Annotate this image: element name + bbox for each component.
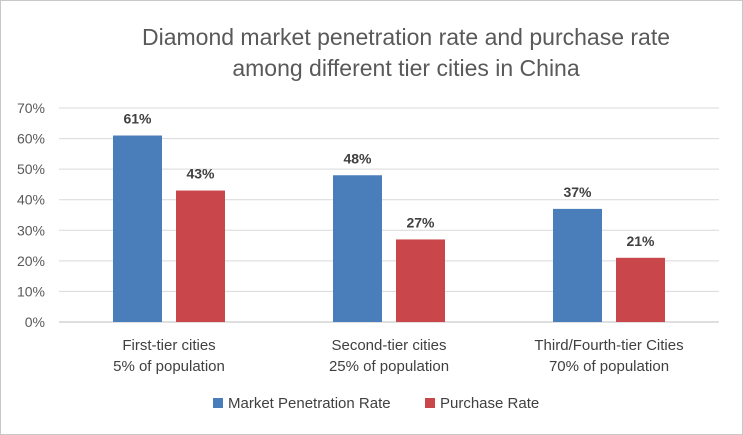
gridlines	[59, 107, 719, 323]
category-label: Second-tier cities	[331, 337, 446, 354]
x-axis-categories: First-tier cities 5% of population Second-…	[113, 337, 683, 375]
category-label: 25% of population	[329, 358, 449, 375]
legend-label: Purchase Rate	[440, 395, 539, 412]
bar-penetration-2	[553, 208, 602, 322]
legend-swatch	[213, 398, 223, 408]
y-tick-label: 20%	[17, 253, 45, 269]
data-label: 48%	[343, 150, 372, 166]
legend-swatch	[425, 398, 435, 408]
legend-label: Market Penetration Rate	[228, 395, 391, 412]
y-tick-label: 60%	[17, 131, 45, 147]
chart-title: Diamond market penetration rate and purc…	[142, 24, 670, 81]
bars	[113, 135, 665, 322]
y-tick-label: 40%	[17, 192, 45, 208]
y-axis-ticks: 0% 10% 20% 30% 40% 50% 60% 70%	[17, 100, 45, 330]
data-label: 61%	[123, 111, 152, 127]
data-label: 27%	[406, 214, 435, 230]
data-label: 37%	[563, 184, 592, 200]
category-label: 70% of population	[549, 358, 669, 375]
category-label: 5% of population	[113, 358, 225, 375]
legend: Market Penetration Rate Purchase Rate	[213, 395, 539, 412]
data-label: 43%	[186, 166, 215, 182]
y-tick-label: 70%	[17, 100, 45, 116]
bar-purchase-0	[176, 190, 225, 322]
chart-title-line-1: Diamond market penetration rate and purc…	[142, 24, 670, 50]
data-label: 21%	[626, 233, 655, 249]
bar-purchase-1	[396, 239, 445, 322]
bar-purchase-2	[616, 257, 665, 322]
bar-penetration-0	[113, 135, 162, 322]
category-label: Third/Fourth-tier Cities	[534, 337, 683, 354]
chart-title-line-2: among different tier cities in China	[232, 55, 580, 81]
y-tick-label: 50%	[17, 161, 45, 177]
bar-penetration-1	[333, 175, 382, 322]
y-tick-label: 0%	[25, 314, 45, 330]
y-tick-label: 10%	[17, 283, 45, 299]
y-tick-label: 30%	[17, 222, 45, 238]
data-labels: 61% 43% 48% 27% 37% 21%	[123, 111, 655, 249]
category-label: First-tier cities	[122, 337, 215, 354]
